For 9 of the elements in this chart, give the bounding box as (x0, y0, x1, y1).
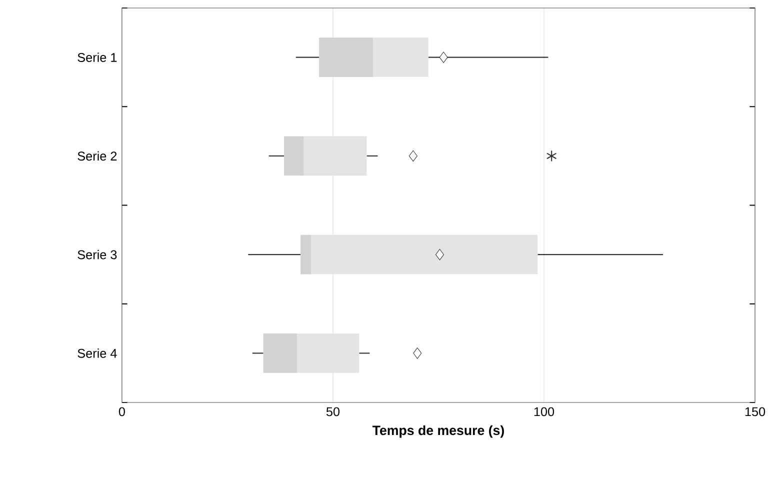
x-tick-label: 0 (118, 407, 125, 416)
x-axis-title: Temps de mesure (s) (372, 425, 504, 438)
y-tick-label: Serie 1 (78, 52, 117, 62)
x-tick-label: 100 (534, 407, 554, 416)
x-tick-label: 50 (326, 407, 340, 416)
y-tick-label: Serie 2 (78, 151, 117, 161)
y-tick-label: Serie 3 (78, 250, 117, 260)
y-tick-label: Serie 4 (78, 348, 117, 358)
x-tick-label: 150 (745, 407, 766, 416)
